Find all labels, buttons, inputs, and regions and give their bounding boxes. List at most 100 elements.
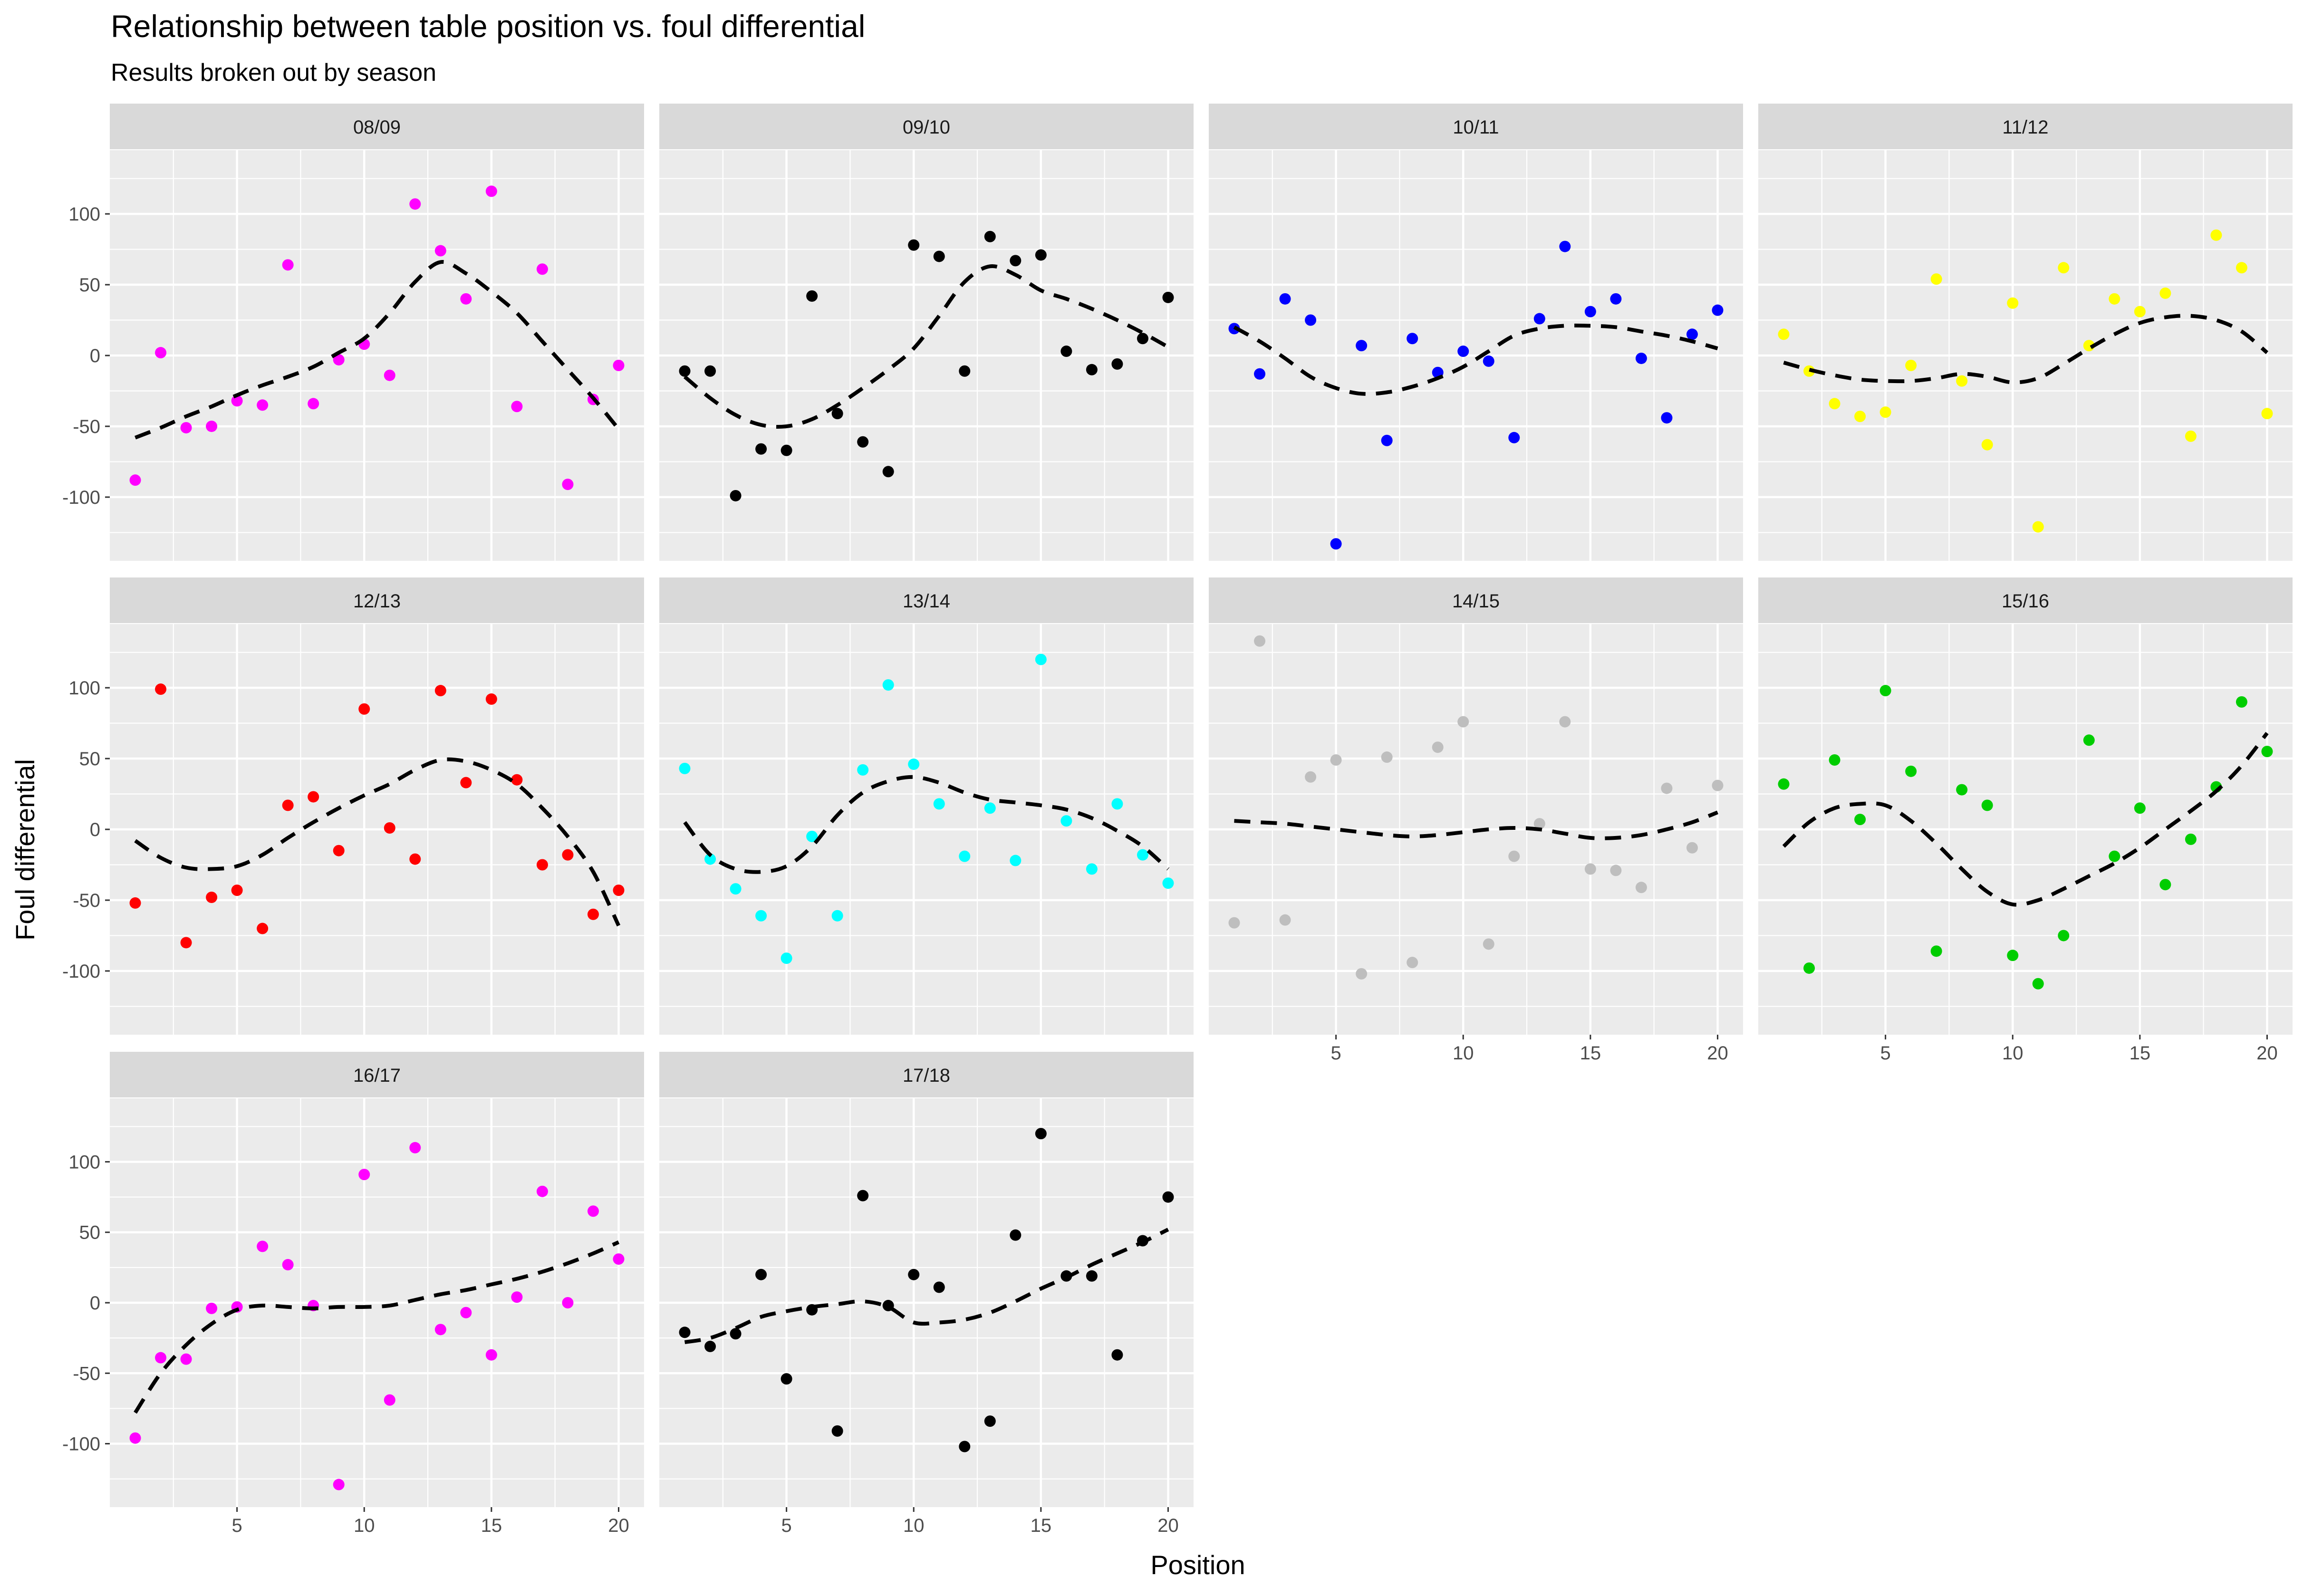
data-point — [781, 952, 792, 964]
facet-panel: 10/11 — [1209, 104, 1743, 561]
facet-strip — [1758, 577, 2293, 623]
data-point — [1086, 364, 1098, 375]
data-point — [2007, 297, 2019, 309]
data-point — [384, 822, 395, 834]
data-point — [485, 185, 497, 197]
data-point — [1305, 314, 1317, 326]
data-point — [1686, 842, 1698, 854]
data-point — [511, 401, 523, 413]
data-point — [2159, 879, 2171, 891]
data-point — [730, 490, 742, 501]
y-tick-label: -50 — [73, 416, 100, 437]
data-point — [180, 937, 192, 949]
data-point — [1610, 865, 1622, 876]
data-point — [308, 398, 319, 410]
data-point — [755, 910, 767, 922]
data-point — [1712, 304, 1724, 316]
data-point — [2185, 833, 2197, 845]
data-point — [333, 1479, 345, 1490]
data-point — [1661, 782, 1673, 794]
data-point — [1778, 328, 1790, 340]
data-point — [1584, 306, 1596, 317]
x-tick-label: 5 — [781, 1515, 791, 1536]
data-point — [587, 908, 599, 920]
data-point — [434, 685, 446, 697]
data-point — [1356, 968, 1368, 980]
x-tick-label: 5 — [231, 1515, 242, 1536]
data-point — [730, 883, 742, 895]
facet-strip-label: 13/14 — [903, 591, 950, 612]
trend-line — [1233, 323, 1718, 396]
data-point — [1060, 346, 1072, 357]
chart-subtitle: Results broken out by season — [111, 59, 436, 87]
facet-strip — [1209, 577, 1743, 623]
data-point — [2007, 950, 2019, 961]
data-point — [1533, 818, 1545, 830]
data-point — [206, 420, 218, 432]
trend-line — [135, 260, 620, 440]
data-point — [511, 1291, 523, 1303]
trend-line — [684, 1228, 1169, 1344]
data-point — [679, 1327, 691, 1338]
data-point — [1407, 957, 1418, 969]
data-point — [1086, 1270, 1098, 1282]
data-point — [613, 1253, 625, 1265]
x-tick-label: 10 — [1453, 1043, 1474, 1064]
data-point — [460, 777, 472, 788]
data-point — [180, 1353, 192, 1365]
data-point — [613, 359, 625, 371]
data-point — [129, 1432, 141, 1444]
data-point — [129, 897, 141, 909]
data-point — [1305, 771, 1317, 783]
data-point — [1508, 850, 1520, 862]
data-point — [1254, 635, 1266, 647]
data-point — [231, 885, 243, 896]
trend-line — [683, 264, 1169, 429]
facet-strip — [1758, 104, 2293, 149]
data-point — [1010, 255, 1021, 267]
data-point — [984, 1415, 996, 1427]
data-point — [857, 1190, 869, 1202]
data-point — [2210, 229, 2222, 241]
x-tick-label: 5 — [1330, 1043, 1341, 1064]
data-point — [755, 443, 767, 455]
data-point — [1111, 358, 1123, 370]
facet-strip-label: 12/13 — [353, 591, 401, 612]
facet-panel: 11/12 — [1758, 104, 2293, 561]
data-point — [409, 1142, 421, 1154]
data-point — [1162, 291, 1174, 303]
trend-line — [1783, 314, 2269, 385]
data-point — [1686, 328, 1698, 340]
data-point — [1879, 685, 1891, 697]
facet-panel: 16/17 -100 -50 0 50 100 5 10 15 20 — [62, 1052, 644, 1536]
data-point — [1930, 945, 1942, 957]
data-point — [984, 802, 996, 814]
data-point — [984, 231, 996, 242]
data-point — [1010, 1229, 1021, 1241]
data-point — [536, 263, 548, 275]
data-point — [536, 859, 548, 871]
y-tick-label: 0 — [90, 346, 100, 366]
facet-strip-label: 15/16 — [2002, 591, 2049, 612]
data-point — [1228, 917, 1240, 929]
trend-line — [1234, 810, 1718, 840]
data-point — [755, 1269, 767, 1280]
data-point — [1829, 398, 1840, 410]
facet-panel: 14/15 5 10 15 20 — [1209, 577, 1743, 1064]
trend-line — [1782, 731, 2269, 907]
data-point — [1803, 962, 1815, 974]
data-point — [2134, 802, 2146, 814]
data-point — [1956, 784, 1968, 796]
data-point — [1254, 368, 1266, 380]
data-point — [562, 849, 574, 861]
data-point — [933, 250, 945, 262]
trend-line — [683, 775, 1170, 874]
data-point — [831, 1425, 843, 1437]
data-point — [1010, 855, 1021, 866]
facet-strip-label: 16/17 — [353, 1065, 401, 1086]
data-point — [2261, 746, 2273, 758]
data-point — [536, 1185, 548, 1197]
x-tick-label: 10 — [354, 1515, 375, 1536]
data-point — [1829, 754, 1840, 766]
